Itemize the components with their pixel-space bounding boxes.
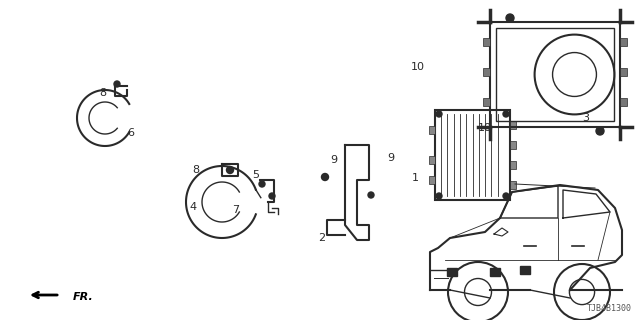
Text: 10: 10 — [411, 62, 425, 72]
Text: 5: 5 — [253, 170, 259, 180]
Text: 8: 8 — [193, 165, 200, 175]
Bar — [429, 126, 435, 134]
Bar — [510, 161, 516, 169]
Bar — [496, 28, 614, 121]
Bar — [490, 22, 620, 127]
Bar — [435, 110, 510, 200]
Circle shape — [596, 127, 604, 135]
Bar — [510, 121, 516, 129]
Bar — [447, 268, 457, 276]
Text: 7: 7 — [232, 205, 239, 215]
Circle shape — [269, 193, 275, 199]
Circle shape — [503, 193, 509, 199]
Text: 4: 4 — [189, 202, 196, 212]
Text: 1: 1 — [412, 173, 419, 183]
Bar — [483, 38, 490, 46]
Bar — [620, 38, 627, 46]
Circle shape — [227, 166, 234, 173]
Text: TJB4B1300: TJB4B1300 — [587, 304, 632, 313]
Text: 9: 9 — [330, 155, 337, 165]
Text: 9: 9 — [387, 153, 395, 163]
Circle shape — [114, 81, 120, 87]
Bar — [620, 98, 627, 106]
Text: 6: 6 — [127, 128, 134, 138]
Text: 8: 8 — [99, 88, 107, 98]
Bar — [520, 266, 530, 274]
Bar — [510, 181, 516, 189]
Bar — [429, 176, 435, 184]
Text: FR.: FR. — [73, 292, 93, 302]
Bar — [510, 141, 516, 149]
Circle shape — [436, 193, 442, 199]
Bar — [483, 68, 490, 76]
Text: 3: 3 — [582, 113, 589, 123]
Circle shape — [368, 192, 374, 198]
Bar — [429, 156, 435, 164]
Bar — [483, 98, 490, 106]
Bar — [620, 68, 627, 76]
Circle shape — [503, 111, 509, 117]
Circle shape — [259, 181, 265, 187]
Circle shape — [506, 14, 514, 22]
Circle shape — [436, 111, 442, 117]
Bar — [490, 268, 500, 276]
Circle shape — [321, 173, 328, 180]
Text: 10: 10 — [478, 123, 492, 133]
Text: 2: 2 — [319, 233, 326, 243]
